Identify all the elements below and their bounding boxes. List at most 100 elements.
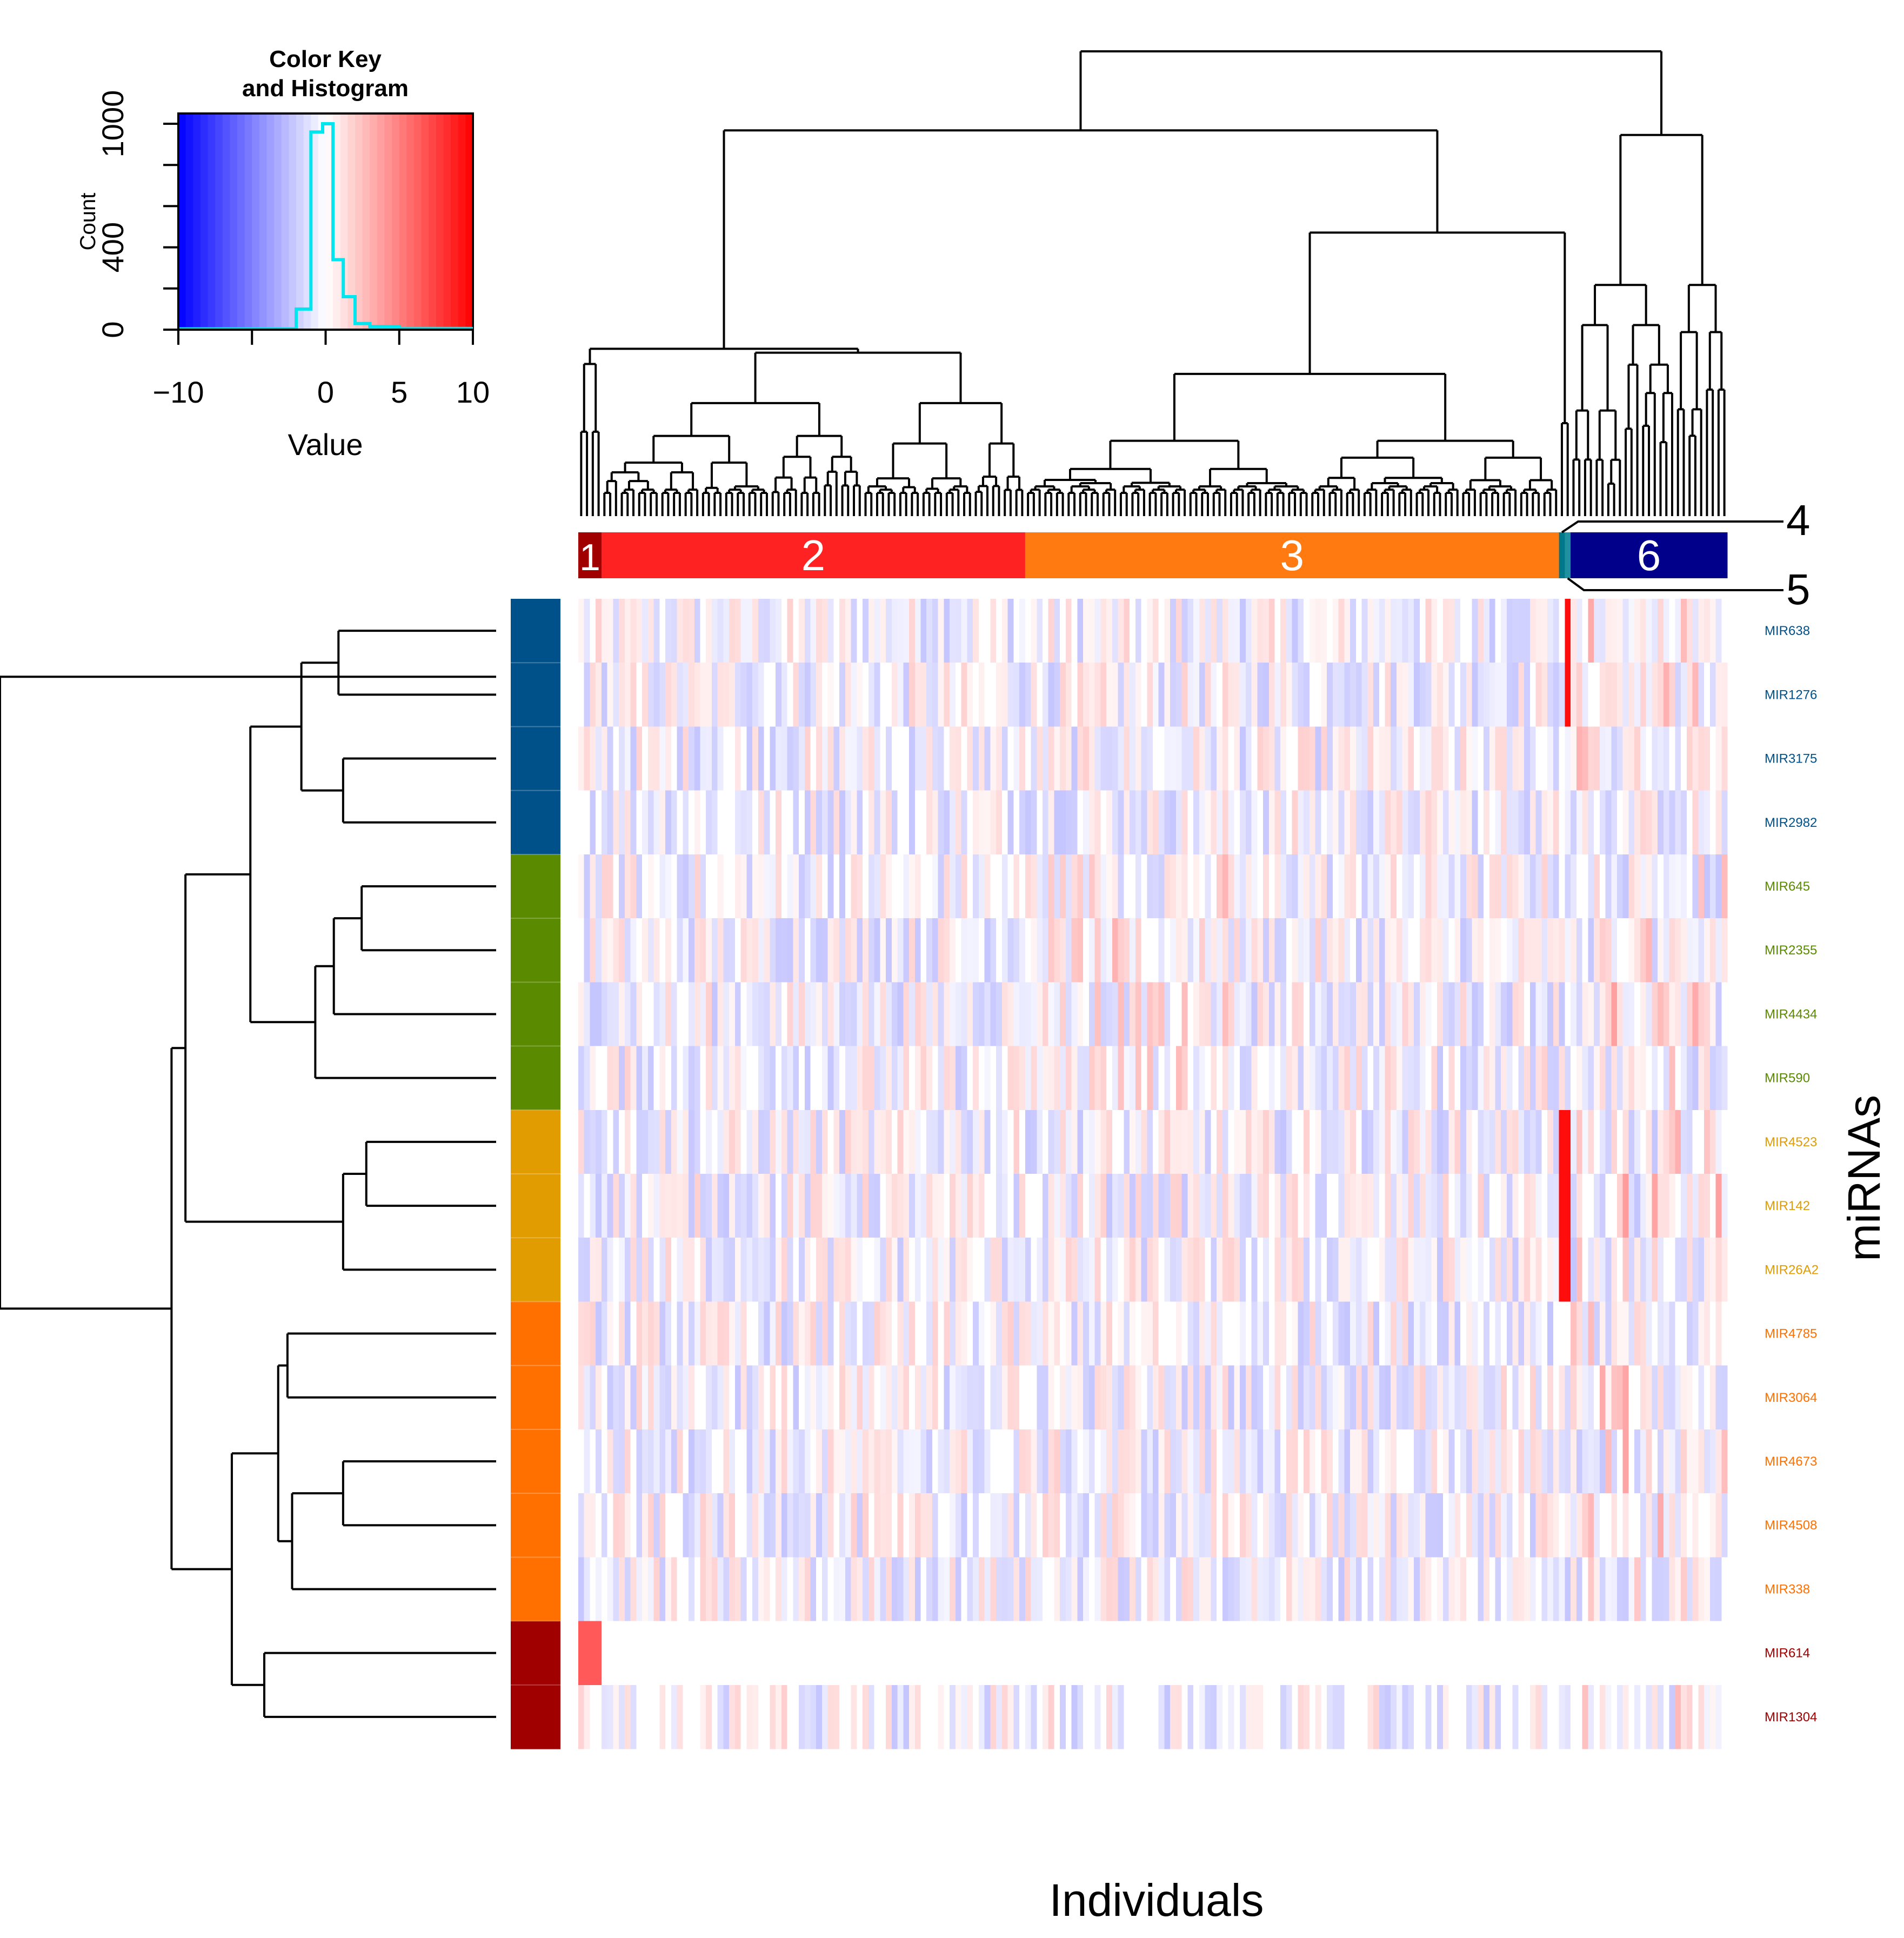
- heatmap-cell: [642, 1046, 649, 1111]
- heatmap-cell: [984, 1301, 991, 1366]
- heatmap-cell: [1037, 1685, 1043, 1749]
- heatmap-cell: [1338, 1301, 1345, 1366]
- heatmap-cell: [1199, 918, 1206, 983]
- heatmap-cell: [996, 1429, 1003, 1494]
- heatmap-cell: [1408, 854, 1414, 919]
- heatmap-cell: [1274, 726, 1281, 791]
- heatmap-cell: [1071, 1557, 1078, 1622]
- heatmap-cell: [909, 1557, 916, 1622]
- heatmap-cell: [1454, 663, 1461, 727]
- heatmap-cell: [758, 918, 765, 983]
- heatmap-cell: [845, 1557, 852, 1622]
- heatmap-cell: [1071, 1238, 1078, 1302]
- heatmap-cell: [1611, 1046, 1618, 1111]
- heatmap-cell: [1228, 1557, 1234, 1622]
- heatmap-cell: [821, 1557, 829, 1622]
- heatmap-cell: [1379, 1174, 1386, 1238]
- heatmap-cell: [1495, 1621, 1501, 1686]
- heatmap-cell: [653, 1685, 660, 1749]
- heatmap-cell: [1083, 1685, 1090, 1749]
- heatmap-cell: [1599, 1238, 1606, 1302]
- heatmap-cell: [1175, 663, 1183, 727]
- heatmap-cell: [1135, 790, 1142, 855]
- heatmap-cell: [1013, 1046, 1020, 1111]
- heatmap-cell: [920, 1429, 927, 1494]
- heatmap-cell: [1309, 663, 1316, 727]
- heatmap-cell: [1622, 1238, 1629, 1302]
- heatmap-cell: [793, 1685, 799, 1749]
- heatmap-cell: [1234, 1621, 1240, 1686]
- heatmap-cell: [752, 1685, 759, 1749]
- heatmap-cell: [1106, 982, 1113, 1047]
- color-key-swatch: [281, 113, 289, 330]
- heatmap-cell: [1367, 1493, 1374, 1558]
- heatmap-cell: [729, 1046, 736, 1111]
- heatmap-cell: [683, 790, 689, 855]
- heatmap-cell: [1344, 1238, 1351, 1302]
- heatmap-cell: [926, 1301, 933, 1366]
- heatmap-cell: [740, 1429, 747, 1494]
- heatmap-cell: [758, 1301, 765, 1366]
- heatmap-cell: [1541, 726, 1548, 791]
- heatmap-cell: [1350, 1046, 1357, 1111]
- heatmap-cell: [1298, 1238, 1304, 1302]
- heatmap-cell: [1669, 1365, 1675, 1430]
- heatmap-cell: [781, 599, 788, 663]
- heatmap-cell: [1094, 982, 1101, 1047]
- heatmap-cell: [978, 1046, 985, 1111]
- heatmap-cell: [1245, 1621, 1252, 1686]
- row-group-swatch: [511, 1365, 560, 1430]
- heatmap-cell: [1715, 599, 1722, 663]
- heatmap-cell: [1594, 790, 1600, 855]
- heatmap-cell: [1211, 1685, 1217, 1749]
- heatmap-cell: [1280, 854, 1287, 919]
- heatmap-cell: [1448, 1365, 1455, 1430]
- heatmap-cell: [1240, 663, 1246, 727]
- heatmap-cell: [1529, 663, 1536, 727]
- heatmap-cell: [659, 1621, 666, 1686]
- heatmap-cell: [1571, 1238, 1577, 1302]
- heatmap-cell: [1529, 982, 1536, 1047]
- heatmap-cell: [1304, 1429, 1310, 1494]
- heatmap-cell: [821, 790, 829, 855]
- heatmap-cell: [996, 1046, 1003, 1111]
- heatmap-cell: [1094, 1110, 1101, 1174]
- row-group-swatch: [511, 854, 560, 919]
- heatmap-cell: [1187, 1429, 1194, 1494]
- heatmap-cell: [642, 790, 649, 855]
- heatmap-cell: [1408, 1493, 1414, 1558]
- heatmap-cell: [677, 663, 683, 727]
- heatmap-cell: [1576, 1493, 1583, 1558]
- heatmap-cell: [978, 918, 985, 983]
- heatmap-cell: [601, 1557, 608, 1622]
- heatmap-cell: [1628, 1110, 1635, 1174]
- heatmap-cell: [944, 726, 950, 791]
- heatmap-cell: [647, 1365, 654, 1430]
- heatmap-cell: [1094, 1046, 1101, 1111]
- heatmap-cell: [740, 663, 747, 727]
- heatmap-cell: [851, 1110, 857, 1174]
- heatmap-cell: [1571, 663, 1577, 727]
- heatmap-cell: [821, 726, 829, 791]
- heatmap-cell: [1327, 1685, 1333, 1749]
- heatmap-cell: [1582, 918, 1588, 983]
- heatmap-cell: [938, 1238, 945, 1302]
- heatmap-cell: [746, 599, 753, 663]
- color-key-swatch: [185, 113, 193, 330]
- heatmap-cell: [1088, 1685, 1095, 1749]
- heatmap-cell: [1652, 854, 1658, 919]
- heatmap-cell: [1118, 1238, 1124, 1302]
- heatmap-cell: [1675, 1238, 1681, 1302]
- heatmap-cell: [845, 1429, 852, 1494]
- heatmap-cell: [764, 1365, 770, 1430]
- heatmap-cell: [752, 1174, 759, 1238]
- heatmap-cell: [770, 790, 776, 855]
- heatmap-cell: [1715, 1685, 1722, 1749]
- heatmap-cell: [1361, 1301, 1368, 1366]
- heatmap-cell: [1321, 726, 1327, 791]
- heatmap-cell: [1396, 918, 1403, 983]
- heatmap-cell: [740, 1046, 747, 1111]
- heatmap-cell: [665, 1621, 672, 1686]
- heatmap-cell: [752, 599, 759, 663]
- heatmap-cell: [932, 663, 939, 727]
